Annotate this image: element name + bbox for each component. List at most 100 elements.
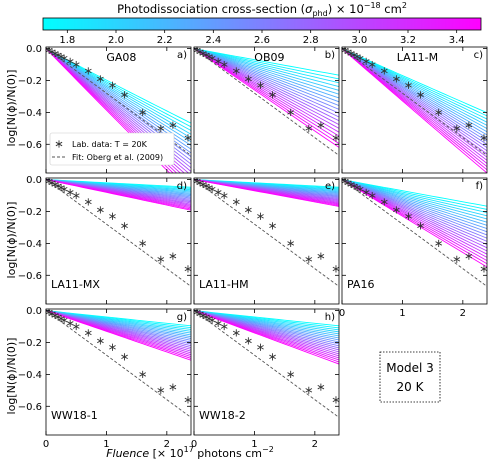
lab-data-point bbox=[435, 239, 443, 247]
panel-frame bbox=[193, 177, 340, 305]
lab-point-stroke bbox=[480, 135, 488, 141]
lab-point-stroke bbox=[245, 338, 252, 344]
y-tick-label: −0.6 bbox=[18, 402, 42, 413]
lab-point-stroke bbox=[269, 223, 276, 229]
model-curve bbox=[194, 179, 339, 207]
lab-point-stroke bbox=[453, 257, 461, 262]
lab-data-point bbox=[220, 322, 228, 331]
lab-data-point bbox=[72, 322, 80, 331]
lab-point-stroke bbox=[356, 55, 364, 61]
lab-data-point bbox=[317, 383, 325, 391]
lab-point-stroke bbox=[84, 68, 92, 74]
fit-line bbox=[342, 48, 487, 156]
panel-name: LA11-MX bbox=[51, 278, 100, 291]
model-curve bbox=[342, 48, 487, 161]
lab-data-point bbox=[287, 239, 295, 247]
fit-line bbox=[194, 310, 339, 418]
lab-point-stroke bbox=[72, 324, 80, 329]
lab-data-point bbox=[393, 206, 400, 214]
model-curve bbox=[342, 179, 487, 220]
lab-data-point bbox=[157, 124, 165, 132]
fit-line bbox=[194, 48, 339, 156]
lab-data-point bbox=[257, 343, 264, 351]
model-curve bbox=[342, 179, 487, 230]
lab-data-point bbox=[109, 343, 116, 351]
lab-point-stroke bbox=[66, 190, 74, 195]
lab-point-stroke bbox=[97, 207, 104, 213]
lab-data-point bbox=[269, 353, 276, 361]
lab-data-point bbox=[157, 386, 165, 394]
lab-point-stroke bbox=[184, 135, 192, 141]
colorbar-tick-label: 2.0 bbox=[108, 35, 124, 46]
lab-point-stroke bbox=[220, 62, 228, 67]
model-curve bbox=[342, 179, 487, 239]
model-box: Model 3 20 K bbox=[379, 351, 441, 403]
colorbar-tick-label: 2.2 bbox=[157, 35, 173, 46]
panel-name: WW18-2 bbox=[199, 409, 246, 422]
lab-point-stroke bbox=[257, 214, 264, 219]
lab-point-stroke bbox=[405, 83, 412, 88]
lab-point-stroke bbox=[72, 193, 80, 198]
lab-data-point bbox=[287, 108, 295, 116]
y-tick-label: −0.2 bbox=[18, 207, 42, 218]
lab-point-stroke bbox=[269, 354, 276, 360]
lab-point-stroke bbox=[356, 186, 364, 192]
lab-point-stroke bbox=[232, 68, 240, 74]
lab-point-stroke bbox=[214, 59, 222, 64]
x-tick-label: 2 bbox=[312, 439, 318, 450]
lab-point-stroke bbox=[393, 207, 400, 213]
lab-data-point bbox=[97, 75, 104, 83]
y-tick-label: 0.0 bbox=[26, 44, 42, 55]
lab-data-point bbox=[393, 75, 400, 83]
panel-frame bbox=[341, 46, 488, 174]
lab-point-stroke bbox=[245, 207, 252, 213]
model-curve bbox=[342, 179, 487, 245]
lab-point-stroke bbox=[305, 126, 313, 131]
lab-data-point bbox=[232, 329, 240, 337]
panel-la11-m: LA11-M c) bbox=[341, 46, 488, 174]
lab-data-point bbox=[269, 222, 276, 230]
lab-point-stroke bbox=[60, 186, 68, 192]
x-tick-label: 0 bbox=[43, 439, 49, 450]
lab-point-stroke bbox=[139, 241, 147, 246]
lab-data-point bbox=[269, 91, 276, 99]
panel-ww18-2: 0 1 2 WW18-2 h) bbox=[191, 308, 340, 450]
lab-point-stroke bbox=[169, 122, 177, 128]
lab-data-point bbox=[72, 191, 80, 200]
panel-name: WW18-1 bbox=[51, 409, 98, 422]
model-curve bbox=[46, 179, 191, 211]
colorbar-tick-label: 3.4 bbox=[449, 35, 465, 46]
lab-point-stroke bbox=[362, 190, 370, 195]
model-curve bbox=[342, 179, 487, 226]
legend: Lab. data: T = 20K Fit: Oberg et al. (200… bbox=[49, 132, 175, 166]
panels: 0.0 −0.2 −0.4 −0.6 GA08 a) Lab. data: T = 20K F… bbox=[18, 44, 488, 450]
lab-point-stroke bbox=[214, 190, 222, 195]
y-tick-label: −0.4 bbox=[18, 239, 42, 250]
model-curve bbox=[342, 179, 487, 207]
lab-point-stroke bbox=[220, 324, 228, 329]
lab-data-point bbox=[245, 75, 252, 83]
model-curve bbox=[342, 48, 487, 173]
lab-data-point bbox=[245, 206, 252, 214]
panel-letter: g) bbox=[177, 312, 187, 323]
lab-data-point bbox=[60, 185, 68, 193]
x-tick-label: 0 bbox=[339, 308, 345, 319]
model-curve bbox=[46, 48, 174, 173]
lab-data-point bbox=[417, 222, 424, 230]
lab-point-stroke bbox=[60, 317, 68, 323]
lab-data-point bbox=[184, 396, 192, 404]
lab-data-point bbox=[380, 67, 388, 75]
lab-point-stroke bbox=[332, 397, 340, 403]
lab-data-point bbox=[417, 91, 424, 99]
y-axis-label-row2: log[N(ϕ)/N(0)] bbox=[5, 202, 18, 279]
lab-point-stroke bbox=[84, 330, 92, 336]
lab-data-point bbox=[60, 54, 68, 62]
lab-point-stroke bbox=[245, 76, 252, 82]
model-curve bbox=[194, 48, 339, 103]
lab-data-point bbox=[232, 198, 240, 206]
lab-data-point bbox=[84, 198, 92, 206]
lab-data-point bbox=[465, 121, 473, 129]
lab-data-point bbox=[72, 60, 80, 69]
model-curve bbox=[46, 310, 191, 361]
